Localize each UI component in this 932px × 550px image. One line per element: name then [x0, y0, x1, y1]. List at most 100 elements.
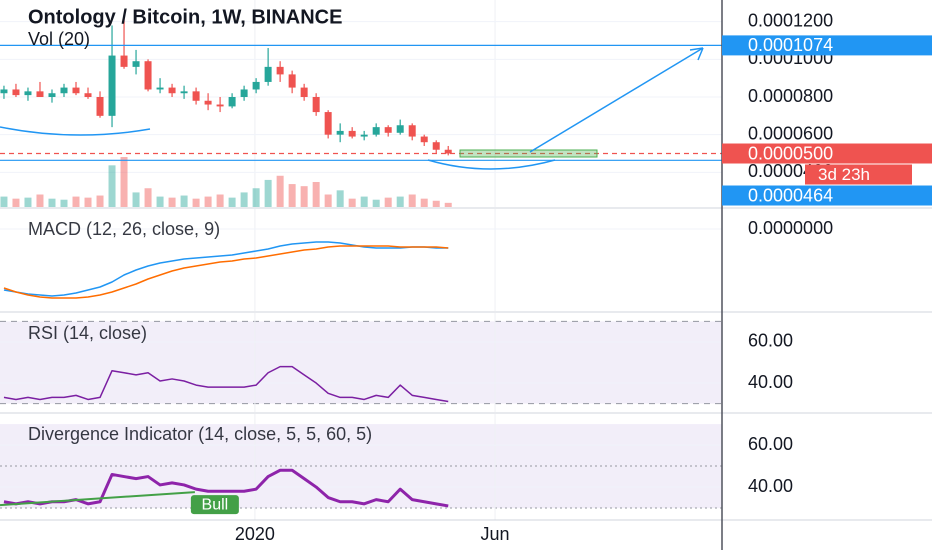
- panel-subtitle: Vol (20): [28, 29, 90, 49]
- volume-bar: [300, 186, 308, 207]
- volume-bar: [84, 197, 92, 207]
- volume-bar: [288, 184, 296, 207]
- candle-body: [228, 97, 236, 107]
- candle-body: [156, 87, 164, 90]
- candle-body: [408, 125, 416, 137]
- arrow-head: [689, 47, 704, 61]
- series-line: [3, 241, 449, 297]
- price-label-box: [722, 185, 932, 206]
- series-line: [3, 245, 449, 299]
- volume-bar: [264, 179, 272, 207]
- volume-bar: [168, 197, 176, 207]
- candle-body: [84, 93, 92, 98]
- volume-bar: [324, 194, 332, 207]
- panel-title: RSI (14, close): [28, 323, 147, 343]
- price-label: 0.0000464: [748, 185, 833, 205]
- arc: [0, 126, 151, 136]
- candle-body: [72, 87, 80, 94]
- panel-title: Ontology / Bitcoin, 1W, BINANCE: [28, 6, 342, 28]
- volume-bar: [192, 198, 200, 207]
- volume-bar: [24, 197, 32, 207]
- volume-bar: [276, 175, 284, 207]
- candle-body: [264, 66, 272, 82]
- candle-body: [12, 89, 20, 96]
- candle-body: [420, 136, 428, 143]
- volume-bar: [156, 196, 164, 207]
- price-label-box: [722, 143, 932, 164]
- candle-body: [144, 61, 152, 90]
- volume-bar: [144, 188, 152, 207]
- volume-bar: [444, 202, 452, 207]
- y-tick-label: 0.0001200: [748, 10, 833, 30]
- y-tick-label: 40.00: [748, 372, 793, 392]
- countdown-box: [805, 164, 912, 185]
- volume-bar: [372, 199, 380, 207]
- y-tick-label: 60.00: [748, 434, 793, 454]
- y-tick-label: 60.00: [748, 331, 793, 351]
- candle-body: [432, 142, 440, 150]
- y-tick-label: 40.00: [748, 476, 793, 496]
- volume-bar: [336, 190, 344, 207]
- candle-body: [48, 93, 56, 98]
- panel-title: Divergence Indicator (14, close, 5, 5, 6…: [28, 424, 372, 444]
- target-box: [459, 149, 598, 158]
- volume-bar: [204, 196, 212, 207]
- volume-bar: [312, 182, 320, 207]
- drawings: [0, 47, 704, 170]
- y-tick-label: 0.0000800: [748, 86, 833, 106]
- candle-body: [180, 91, 188, 94]
- price-label: 0.0001074: [748, 35, 833, 55]
- volume-bar: [408, 194, 416, 207]
- volume-bar: [36, 194, 44, 207]
- candle-body: [204, 100, 212, 105]
- series-line: [3, 365, 449, 403]
- volume-bar: [108, 165, 116, 207]
- candle-body: [96, 97, 104, 116]
- candle-body: [372, 127, 380, 135]
- candle-body: [24, 91, 32, 96]
- volume-bar: [60, 199, 68, 207]
- volume-bar: [132, 192, 140, 207]
- volume-bar: [228, 197, 236, 207]
- candle-body: [252, 81, 260, 90]
- volume-bar: [432, 200, 440, 207]
- volume-bar: [420, 198, 428, 207]
- price-label-box: [722, 35, 932, 56]
- divergence-line: [0, 491, 195, 507]
- bull-label-box: [190, 495, 239, 515]
- candle-body: [216, 104, 224, 107]
- candle-body: [360, 134, 368, 137]
- volume-bar: [384, 197, 392, 207]
- volume-bar: [360, 196, 368, 207]
- y-tick-label: 0.0000000: [748, 218, 833, 238]
- x-tick-label: 2020: [235, 524, 275, 544]
- volume-bar: [180, 195, 188, 207]
- price-label: 0.0000500: [748, 143, 833, 163]
- volume-bar: [348, 198, 356, 207]
- x-tick-label: Jun: [481, 524, 510, 544]
- y-tick-label: 0.0000600: [748, 123, 833, 143]
- panel-title: MACD (12, 26, close, 9): [28, 219, 220, 239]
- candle-body: [240, 89, 248, 98]
- candle-body: [120, 55, 128, 67]
- candle-body: [444, 149, 452, 154]
- candle-body: [36, 91, 44, 98]
- arc: [427, 159, 556, 170]
- volume-bar: [120, 157, 128, 207]
- candle-body: [312, 97, 320, 113]
- volume-bar: [396, 196, 404, 207]
- candle-body: [192, 91, 200, 101]
- candle-body: [336, 130, 344, 135]
- candle-body: [324, 112, 332, 135]
- countdown-label: 3d 23h: [818, 165, 870, 184]
- candle-body: [168, 87, 176, 94]
- candle-body: [132, 61, 140, 67]
- candle-body: [108, 55, 116, 116]
- candle-body: [384, 127, 392, 133]
- arrow: [529, 47, 704, 153]
- band: [0, 321, 722, 404]
- candle-body: [0, 89, 8, 94]
- candle-body: [276, 66, 284, 75]
- volume-bar: [216, 194, 224, 207]
